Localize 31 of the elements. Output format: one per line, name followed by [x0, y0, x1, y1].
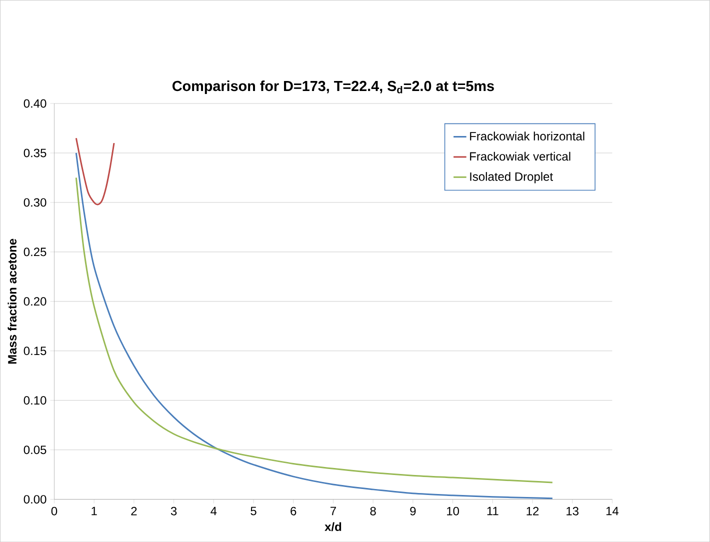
x-tick-label: 14 [606, 506, 619, 516]
y-axis-title: Mass fraction acetone [8, 238, 16, 364]
x-tick-label: 4 [210, 506, 217, 516]
y-tick-label: 0.10 [24, 396, 46, 405]
chart-title: Comparison for D=173, T=22.4, S$_{d}$=2.0 at t=5ms [172, 80, 494, 94]
y-tick-label: 0.30 [24, 198, 46, 207]
y-tick-label: 0.40 [24, 99, 46, 108]
x-axis-title: x/d [324, 522, 342, 532]
x-tick-label: 3 [170, 506, 177, 516]
x-tick-label: 10 [447, 506, 459, 516]
x-tick-label: 2 [131, 506, 137, 516]
x-tick-label: 5 [250, 506, 256, 516]
x-tick-label: 9 [410, 506, 416, 516]
line-series [75, 137, 115, 206]
y-tick-label: 0.05 [24, 446, 46, 454]
legend-label: Frackowiak horizontal [470, 132, 584, 140]
x-tick-label: 7 [330, 506, 336, 516]
y-tick-label: 0.15 [24, 346, 46, 356]
y-tick-label: 0.25 [24, 248, 46, 256]
legend-label: Frackowiak vertical [470, 152, 570, 161]
y-tick-label: 0.20 [24, 297, 46, 306]
y-tick-label: 0.35 [24, 148, 46, 158]
legend-label: Isolated Droplet [470, 172, 553, 184]
x-tick-label: 0 [51, 506, 58, 516]
x-tick-label: 11 [487, 506, 498, 516]
x-tick-label: 13 [566, 506, 578, 516]
x-tick-label: 12 [526, 506, 539, 516]
x-tick-label: 8 [370, 506, 376, 516]
y-tick-label: 0.00 [24, 494, 46, 504]
x-tick-label: 1 [92, 506, 97, 516]
x-tick-label: 6 [290, 506, 296, 516]
